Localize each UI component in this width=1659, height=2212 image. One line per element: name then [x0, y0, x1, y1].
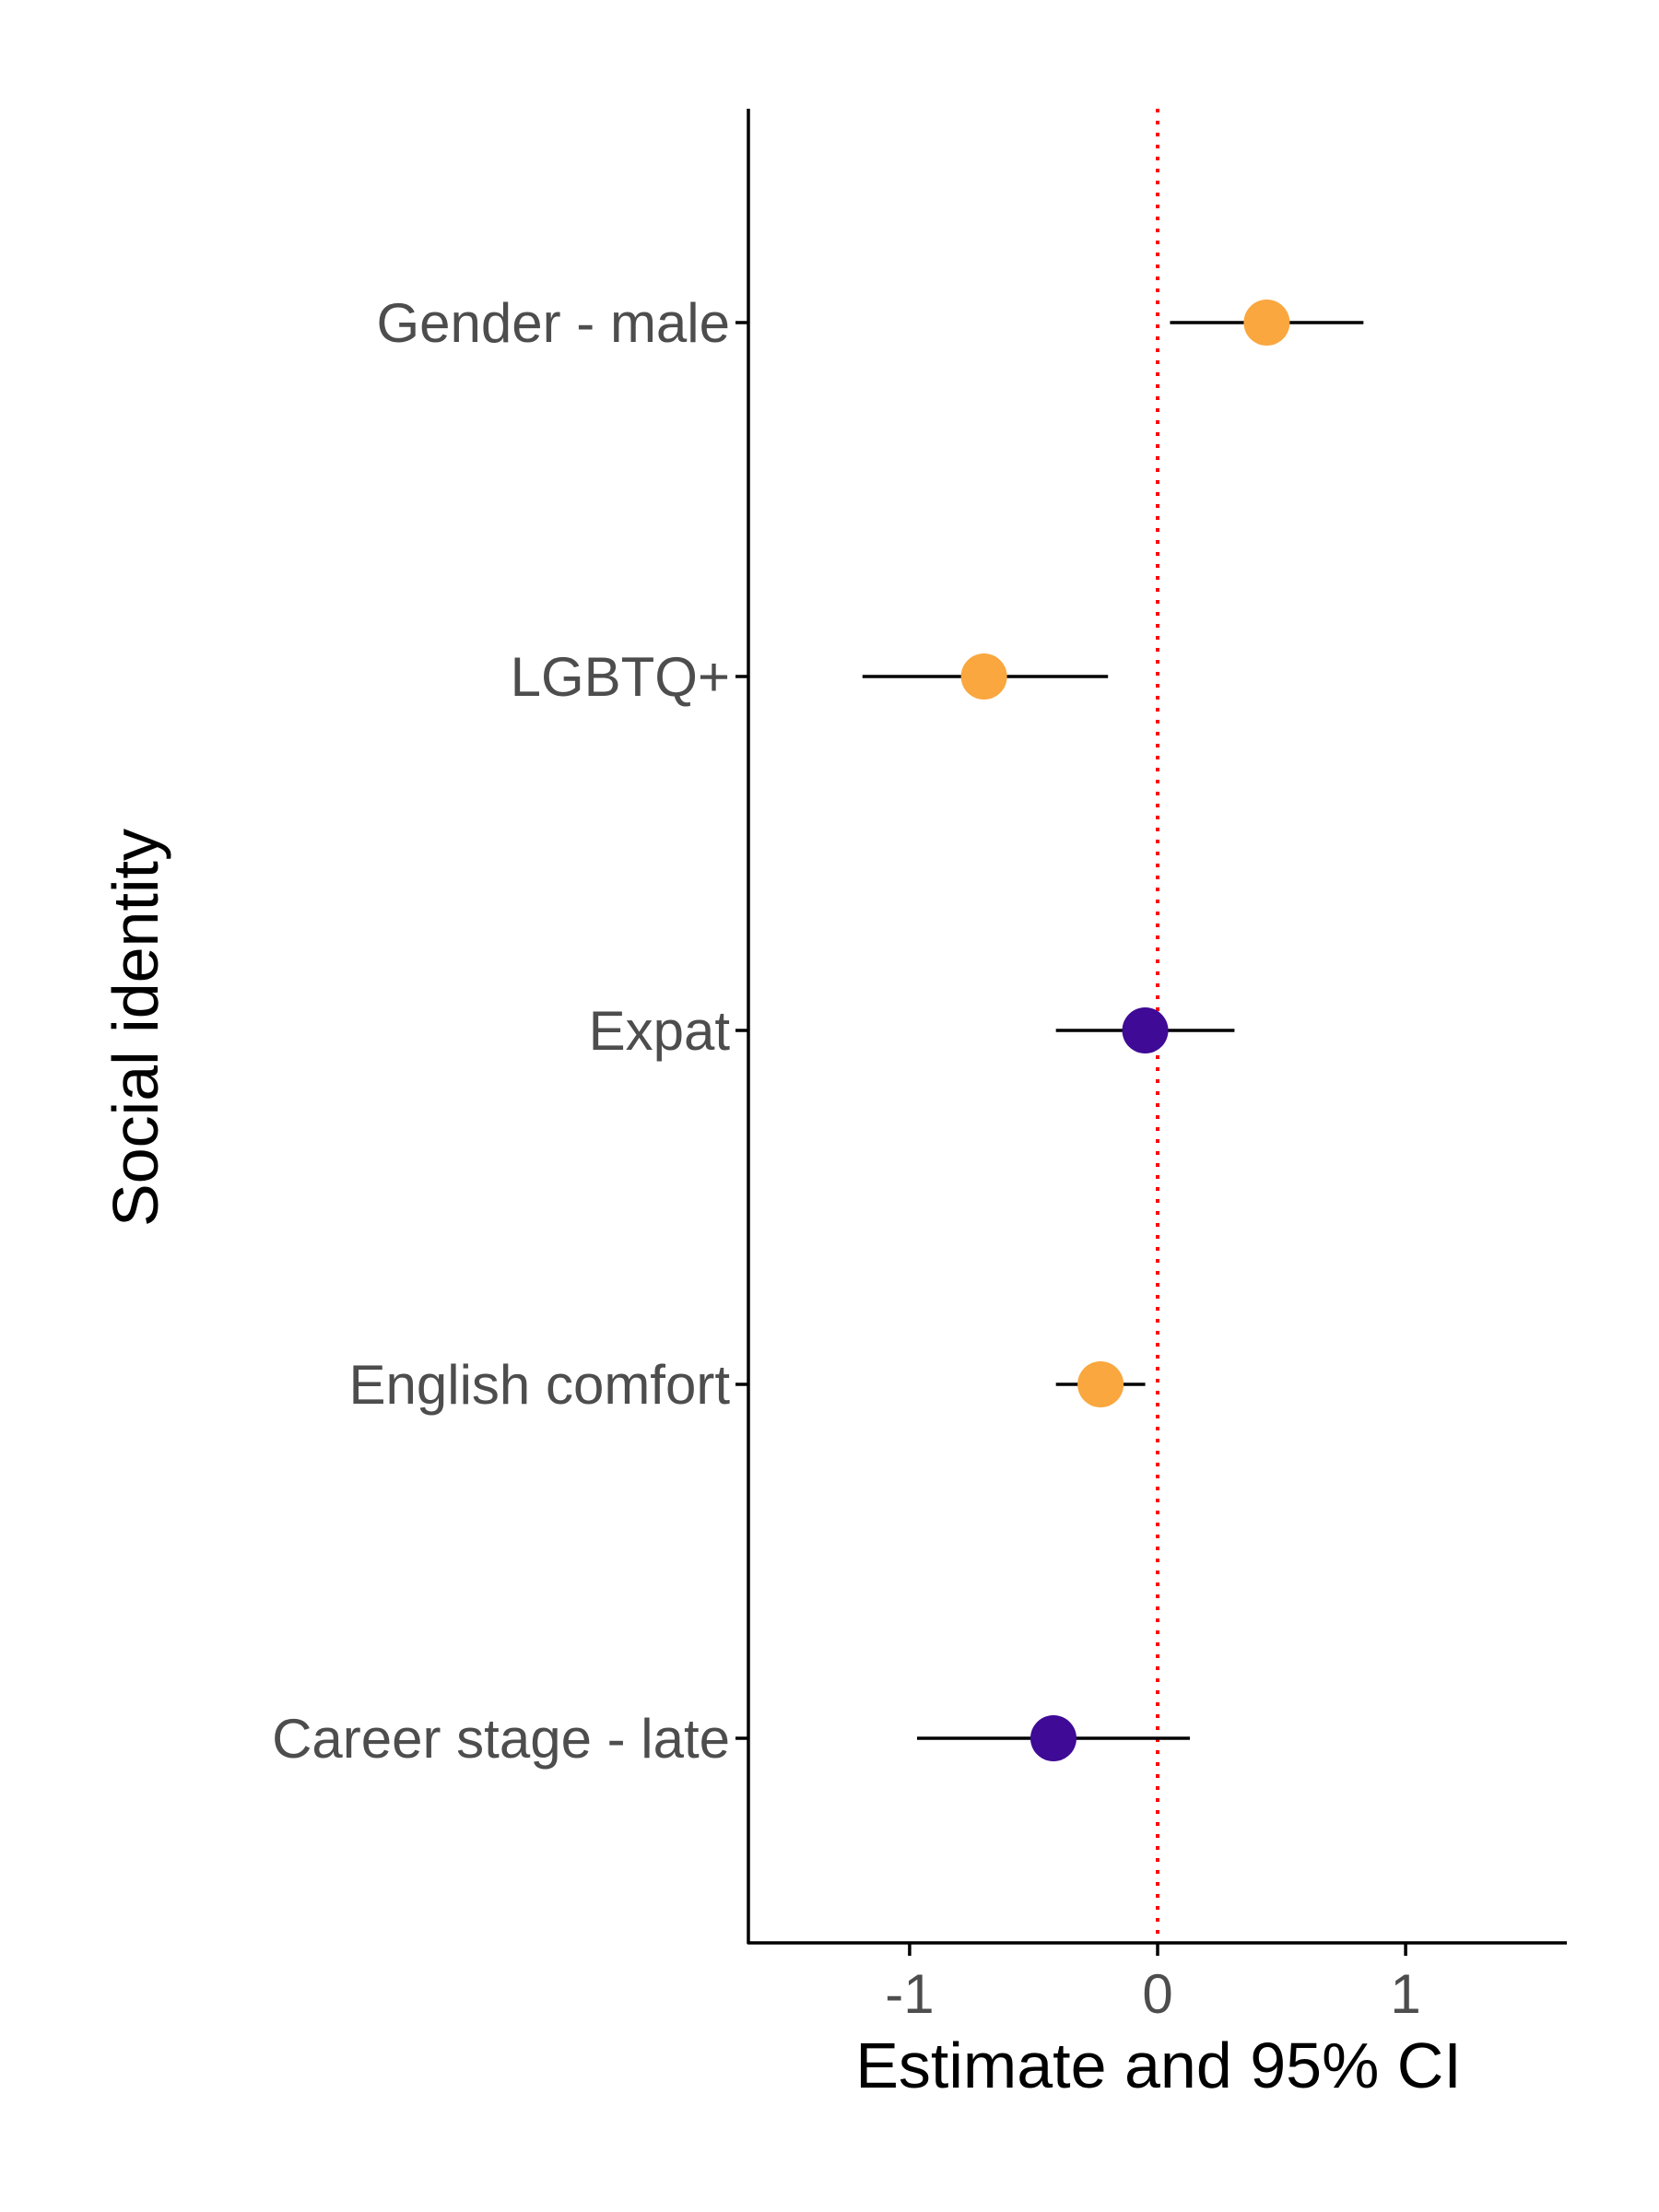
- x-tick-label: 0: [1142, 1963, 1172, 2025]
- y-axis-title: Social identity: [100, 829, 171, 1227]
- estimate-point: [960, 653, 1007, 700]
- x-tick-label: -1: [885, 1963, 934, 2025]
- y-tick-label: Expat: [589, 1000, 731, 1062]
- y-tick-label: LGBTQ+: [511, 646, 730, 708]
- estimate-point: [1243, 300, 1290, 346]
- x-tick-label: 1: [1390, 1963, 1420, 2025]
- x-axis-title: Estimate and 95% CI: [855, 2030, 1462, 2101]
- estimate-point: [1030, 1715, 1077, 1761]
- y-tick-label: Gender - male: [377, 292, 731, 354]
- y-tick-label: English comfort: [349, 1354, 731, 1416]
- y-tick-label: Career stage - late: [272, 1708, 730, 1770]
- estimate-point: [1077, 1361, 1124, 1407]
- plot-marks: -1 0 1 Gender - male LGBTQ+ Expat English comf…: [272, 109, 1567, 2025]
- estimate-point: [1122, 1007, 1169, 1053]
